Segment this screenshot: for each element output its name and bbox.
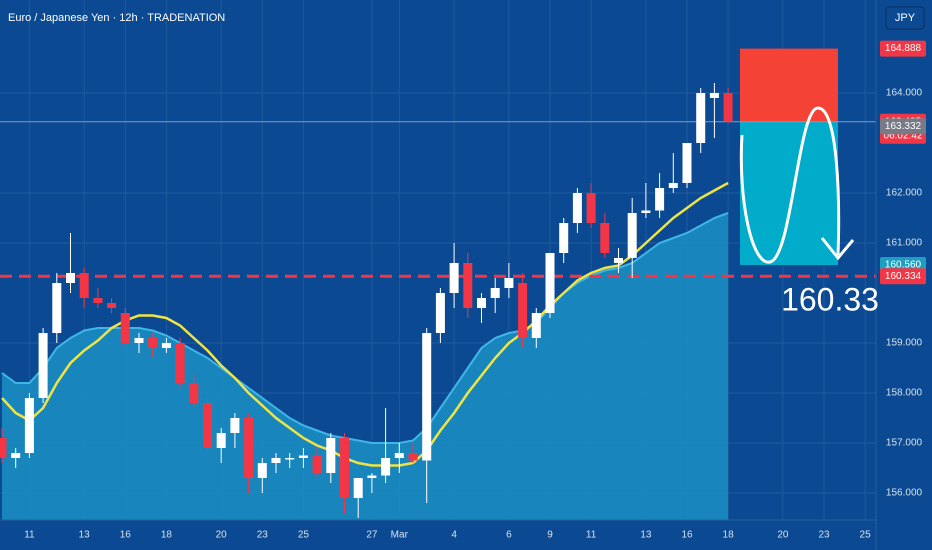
candle-body <box>435 293 445 333</box>
y-tick-label: 157.000 <box>886 438 923 449</box>
y-tick-label: 159.000 <box>886 338 923 349</box>
candle-body <box>668 183 678 188</box>
y-tick-label: 161.000 <box>886 238 923 249</box>
candle-body <box>696 93 706 143</box>
candle-body <box>641 210 651 213</box>
candle-body <box>394 453 404 458</box>
candle-body <box>216 433 226 448</box>
candle-body <box>107 303 117 308</box>
x-tick-label: 20 <box>777 530 789 541</box>
price-tag-label: 163.332 <box>885 121 922 132</box>
candle-body <box>52 283 62 333</box>
target-annotation: 160.33 <box>781 281 879 317</box>
hand-drawn-arrow <box>739 106 841 264</box>
x-tick-label: 25 <box>298 530 310 541</box>
candle-body <box>161 343 171 348</box>
price-tag-label: 160.334 <box>885 271 922 282</box>
price-tag <box>880 118 926 135</box>
candle-body <box>175 343 185 383</box>
candle-body <box>655 188 665 211</box>
candle-body <box>120 313 130 343</box>
band-area <box>2 213 729 520</box>
x-tick-label: 9 <box>547 530 553 541</box>
x-tick-label: 20 <box>216 530 228 541</box>
candle-body <box>381 458 391 476</box>
x-tick-label: 16 <box>681 530 693 541</box>
candle-body <box>408 453 418 461</box>
candle-body <box>518 283 528 338</box>
candle-body <box>490 288 500 298</box>
candle-body <box>627 213 637 258</box>
target-zone <box>740 121 838 265</box>
candle-body <box>559 223 569 253</box>
candle-body <box>0 438 7 458</box>
candle-body <box>709 93 719 98</box>
candle-body <box>586 193 596 223</box>
x-tick-label: 11 <box>24 530 35 541</box>
price-tag <box>880 40 926 57</box>
x-tick-label: 25 <box>860 530 872 541</box>
candle-body <box>449 263 459 293</box>
candle-body <box>11 453 21 458</box>
candle-body <box>257 463 267 478</box>
y-tick-label: 158.000 <box>886 388 923 399</box>
candle-body <box>326 438 336 473</box>
price-tag-label: 164.888 <box>885 43 922 54</box>
currency-button[interactable] <box>885 6 925 30</box>
x-tick-label: 11 <box>586 530 597 541</box>
candle-body <box>723 93 733 122</box>
x-tick-label: 23 <box>818 530 830 541</box>
candle-body <box>600 223 610 253</box>
candle-body <box>148 338 158 348</box>
y-tick-label: 162.000 <box>886 188 923 199</box>
candle-body <box>312 455 322 473</box>
candle-body <box>203 403 212 448</box>
candle-body <box>422 333 432 461</box>
x-tick-label: 6 <box>506 530 512 541</box>
x-tick-label: 4 <box>451 530 457 541</box>
y-tick-label: 164.000 <box>886 88 923 99</box>
price-tag-countdown: 06:02:42 <box>884 130 923 141</box>
candle-body <box>244 418 254 478</box>
price-tag <box>880 268 926 285</box>
y-tick-label: 156.000 <box>886 488 923 499</box>
candle-body <box>134 338 144 343</box>
candle-body <box>189 383 199 403</box>
price-tag-label: 160.560 <box>885 260 922 271</box>
x-tick-label: 16 <box>120 530 132 541</box>
arrow-head <box>820 237 855 261</box>
candle-body <box>230 418 240 433</box>
chart-title: Euro / Japanese Yen · 12h · TRADENATION <box>8 12 225 24</box>
candle-body <box>93 298 103 303</box>
candle-body <box>463 263 473 308</box>
x-tick-label: Mar <box>391 530 409 541</box>
x-tick-label: 18 <box>723 530 735 541</box>
candle-body <box>79 273 89 298</box>
x-tick-label: 13 <box>640 530 652 541</box>
candle-body <box>66 273 75 283</box>
x-tick-label: 27 <box>366 530 378 541</box>
x-tick-label: 18 <box>161 530 173 541</box>
candle-body <box>682 143 692 183</box>
candle-body <box>614 258 623 263</box>
candle-body <box>38 333 48 398</box>
candle-body <box>367 475 377 478</box>
candle-body <box>353 478 363 498</box>
x-tick-label: 23 <box>257 530 269 541</box>
candle-body <box>271 458 281 463</box>
candle-body <box>504 278 514 288</box>
currency-label[interactable]: JPY <box>895 12 916 24</box>
x-tick-label: 13 <box>79 530 91 541</box>
candle-body <box>285 458 295 460</box>
candle-body <box>477 298 486 308</box>
candle-body <box>572 193 582 223</box>
candle-body <box>24 398 34 453</box>
candle-body <box>545 253 555 313</box>
candle-body <box>298 455 308 458</box>
candle-body <box>531 313 541 338</box>
candle-body <box>340 438 349 498</box>
